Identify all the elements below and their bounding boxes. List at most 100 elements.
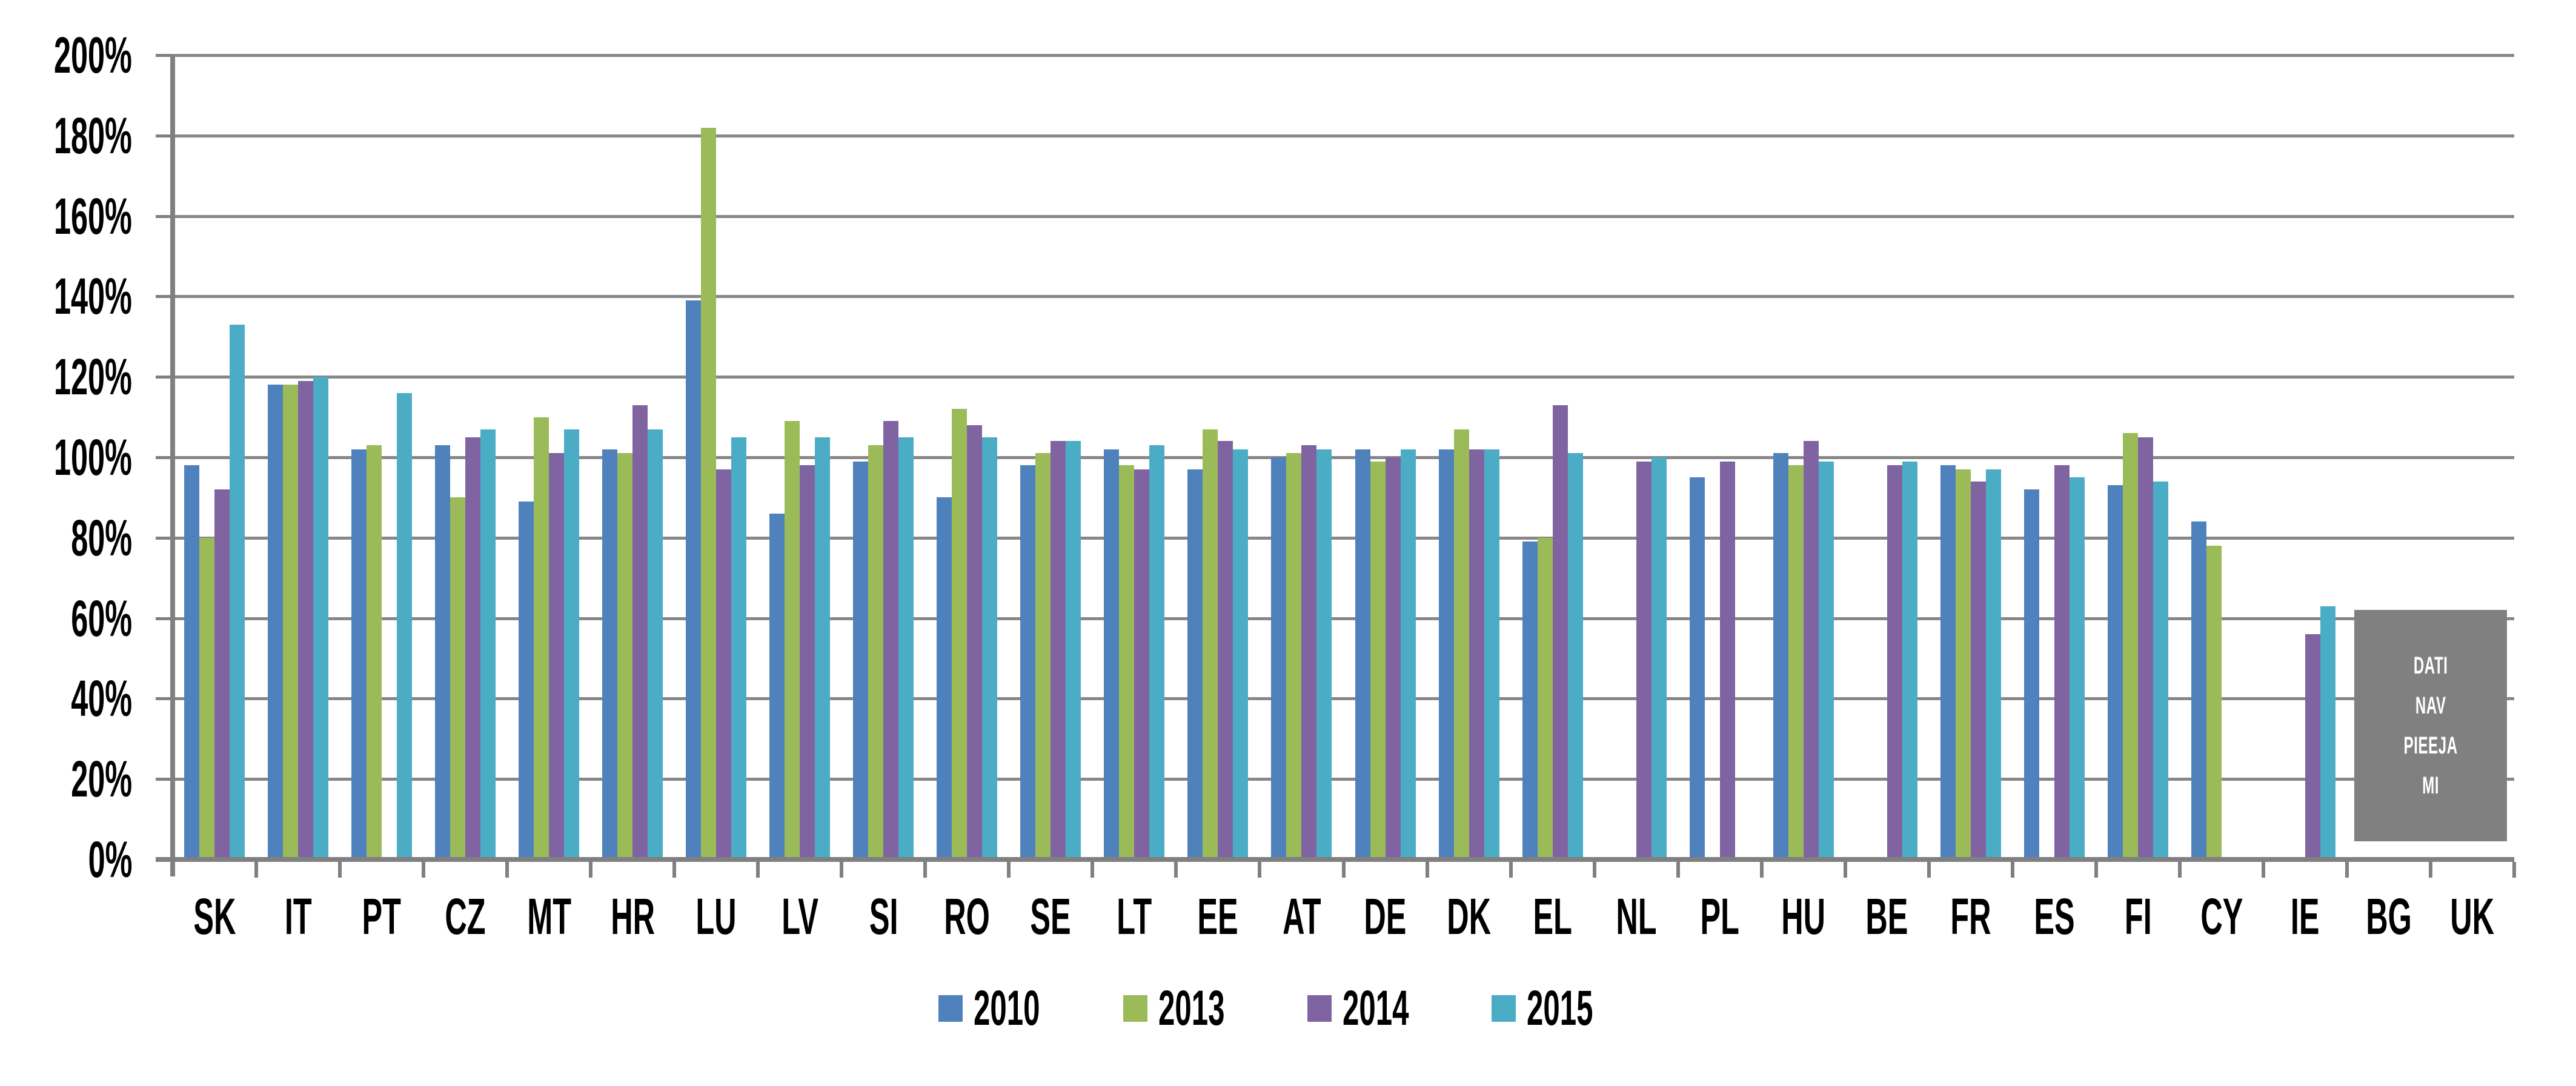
y-axis-tick: [156, 376, 173, 379]
bar-EL-2015: [1567, 453, 1583, 859]
y-axis-tick: [156, 697, 173, 701]
bar-SE-2013: [1035, 453, 1051, 859]
category-label-RO: RO: [913, 889, 1021, 944]
bar-PT-2010: [351, 449, 367, 859]
bar-LU-2015: [731, 437, 747, 859]
bar-DK-2013: [1453, 429, 1469, 859]
bar-SK-2013: [199, 537, 215, 859]
y-axis-label-text: 100%: [54, 429, 132, 486]
bar-HR-2014: [632, 405, 648, 859]
gridline-20%: [173, 778, 2514, 781]
bar-EL-2013: [1537, 537, 1553, 859]
category-label-text: PT: [362, 888, 402, 945]
y-axis-label: 120%: [0, 349, 132, 405]
legend-label-text: 2015: [1527, 981, 1593, 1036]
category-label-text: DK: [1447, 888, 1491, 945]
bar-SI-2013: [868, 445, 884, 859]
category-label-AT: AT: [1247, 889, 1355, 944]
bar-LV-2015: [815, 437, 831, 859]
y-axis-label: 160%: [0, 188, 132, 244]
bar-FR-2013: [1955, 469, 1971, 859]
x-axis-tick: [672, 862, 677, 878]
bar-CZ-2010: [435, 445, 451, 859]
category-label-text: IE: [2291, 888, 2320, 945]
category-label-IT: IT: [244, 889, 352, 944]
category-label-text: IT: [284, 888, 312, 945]
gridline-140%: [173, 295, 2514, 299]
bar-DE-2013: [1370, 461, 1386, 859]
legend-label-text: 2013: [1158, 981, 1225, 1036]
bar-FI-2010: [2107, 485, 2123, 859]
category-label-NL: NL: [1582, 889, 1690, 944]
category-label-EE: EE: [1164, 889, 1272, 944]
category-label-LT: LT: [1080, 889, 1188, 944]
bar-CY-2013: [2206, 546, 2222, 859]
legend: 2010 2013 2014 2015: [0, 982, 2576, 1035]
x-axis-tick: [756, 862, 760, 878]
no-data-line: DATI: [2413, 652, 2448, 680]
x-axis-tick: [1174, 862, 1178, 878]
category-label-text: HU: [1781, 888, 1826, 945]
bar-CZ-2015: [480, 429, 496, 859]
category-label-text: LU: [695, 888, 737, 945]
bar-ES-2014: [2054, 465, 2070, 859]
category-label-EL: EL: [1499, 889, 1607, 944]
x-axis-tick: [1007, 862, 1011, 878]
x-axis-tick: [1425, 862, 1429, 878]
y-axis-tick: [156, 54, 173, 57]
bar-IT-2015: [313, 377, 329, 859]
bar-EE-2010: [1187, 469, 1203, 859]
bar-HU-2014: [1803, 441, 1819, 859]
x-axis-tick: [1676, 862, 1680, 878]
bar-AT-2015: [1316, 449, 1332, 859]
bar-ES-2010: [2023, 489, 2039, 859]
y-axis-label-text: 80%: [71, 509, 132, 566]
gridline-160%: [173, 214, 2514, 218]
no-data-line: PIEEJA: [2403, 732, 2458, 760]
category-label-BG: BG: [2335, 889, 2443, 944]
bar-FR-2014: [1970, 481, 1986, 859]
bar-DK-2014: [1469, 449, 1484, 859]
y-axis-label: 80%: [0, 510, 132, 566]
bar-IT-2014: [298, 380, 314, 859]
category-label-text: HR: [610, 888, 655, 945]
bar-BE-2014: [1887, 465, 1902, 859]
category-label-CY: CY: [2168, 889, 2276, 944]
category-label-LV: LV: [746, 889, 854, 944]
category-label-IE: IE: [2251, 889, 2359, 944]
y-axis-label: 40%: [0, 670, 132, 726]
category-label-text: FI: [2124, 888, 2152, 945]
bar-IE-2014: [2305, 634, 2320, 859]
bar-CY-2010: [2191, 521, 2206, 859]
bar-LT-2015: [1149, 445, 1165, 859]
legend-label: 2014: [1343, 982, 1453, 1035]
bar-SE-2015: [1066, 441, 1081, 859]
category-label-PT: PT: [328, 889, 436, 944]
bar-DK-2010: [1438, 449, 1454, 859]
bar-SI-2014: [883, 421, 899, 859]
x-axis-tick: [2428, 862, 2432, 878]
category-label-text: UK: [2450, 888, 2495, 945]
category-label-ES: ES: [2000, 889, 2108, 944]
bar-IT-2010: [268, 385, 284, 859]
no-data-box: DATI NAV PIEEJA MI: [2354, 610, 2507, 842]
bar-FR-2015: [1985, 469, 2001, 859]
bar-RO-2014: [967, 425, 983, 859]
bar-PT-2015: [397, 392, 413, 859]
bar-EL-2010: [1522, 541, 1538, 859]
legend-marker-2013: [1123, 995, 1147, 1022]
bar-PL-2010: [1689, 477, 1705, 859]
legend-label: 2010: [974, 982, 1084, 1035]
bar-HR-2015: [648, 429, 663, 859]
y-axis-label-text: 140%: [54, 268, 132, 325]
gridline-120%: [173, 376, 2514, 379]
bar-SK-2014: [214, 489, 230, 859]
bar-LV-2013: [785, 421, 800, 859]
x-axis-tick: [1341, 862, 1346, 878]
bar-SI-2015: [898, 437, 914, 859]
bar-HU-2015: [1818, 461, 1834, 859]
bar-DE-2015: [1400, 449, 1416, 859]
bar-LT-2013: [1119, 465, 1135, 859]
y-axis-label: 60%: [0, 591, 132, 646]
